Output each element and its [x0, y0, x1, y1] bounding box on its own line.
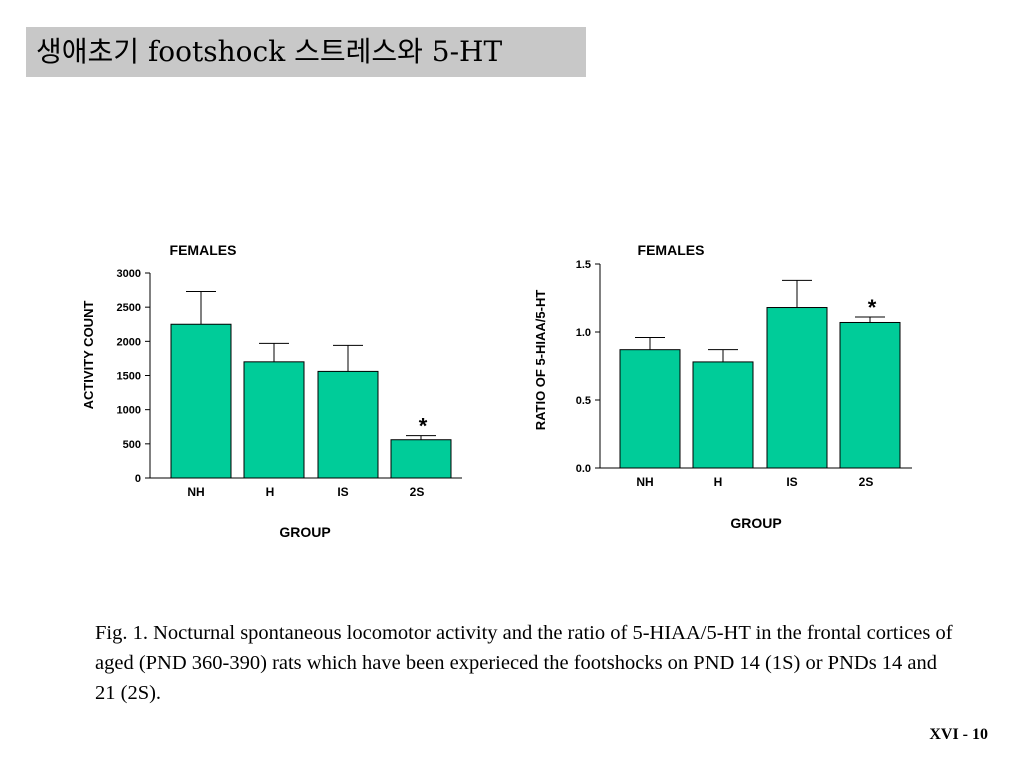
x-tick-label: NH: [187, 485, 204, 499]
y-tick-label: 1.5: [576, 259, 591, 271]
bar-is: [766, 307, 828, 469]
y-tick-label: 0.5: [576, 395, 591, 407]
x-axis-label: GROUP: [279, 524, 330, 540]
y-axis-label: ACTIVITY COUNT: [81, 301, 96, 410]
page-number: XVI - 10: [929, 726, 988, 743]
bar-h: [692, 361, 754, 469]
slide-title: 생애초기 footshock 스트레스와 5-HT: [26, 27, 586, 77]
y-tick-label: 0.0: [576, 463, 591, 475]
bar-nh: [170, 323, 232, 479]
chart-title: FEMALES: [170, 242, 237, 258]
x-tick-label: IS: [786, 475, 797, 489]
bar-2s: [390, 439, 452, 479]
y-tick-label: 2500: [117, 302, 141, 314]
bar-h: [243, 361, 305, 479]
x-tick-label: IS: [337, 485, 348, 499]
x-tick-label: 2S: [410, 485, 425, 499]
x-tick-label: H: [266, 485, 275, 499]
bar-2s: [839, 321, 901, 469]
x-tick-label: NH: [636, 475, 653, 489]
chart-title: FEMALES: [638, 242, 705, 258]
significance-marker: *: [868, 295, 877, 320]
y-tick-label: 3000: [117, 268, 141, 280]
x-tick-label: H: [714, 475, 723, 489]
significance-marker: *: [419, 414, 428, 439]
y-tick-label: 1500: [117, 371, 141, 383]
y-tick-label: 0: [135, 473, 141, 485]
y-tick-label: 500: [123, 439, 141, 451]
y-tick-label: 1000: [117, 405, 141, 417]
x-axis-label: GROUP: [730, 515, 781, 531]
bar-nh: [619, 349, 681, 469]
bar-is: [317, 370, 379, 479]
y-axis-label: RATIO OF 5-HIAA/5-HT: [533, 290, 548, 431]
y-tick-label: 2000: [117, 336, 141, 348]
x-tick-label: 2S: [859, 475, 874, 489]
y-tick-label: 1.0: [576, 327, 591, 339]
figure-caption: Fig. 1. Nocturnal spontaneous locomotor …: [95, 622, 953, 704]
